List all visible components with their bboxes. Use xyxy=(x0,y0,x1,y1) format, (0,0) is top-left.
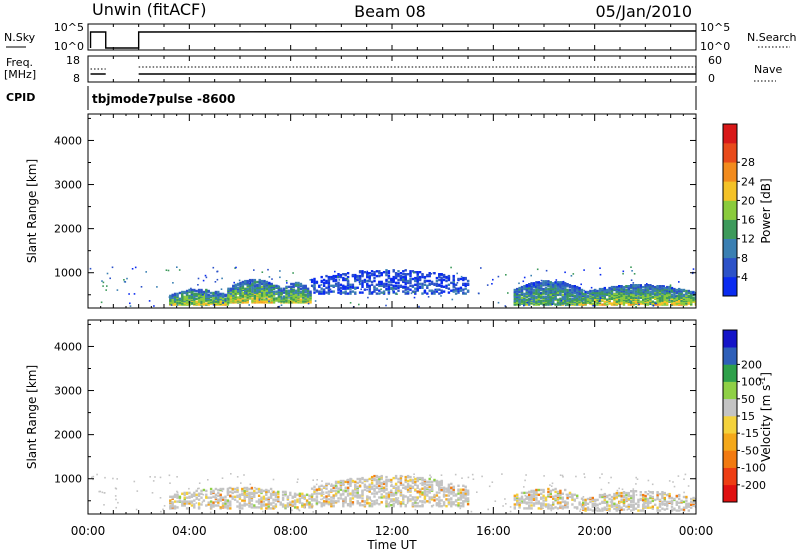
time-tick-label: 08:00 xyxy=(273,524,308,538)
time-axis-label: Time UT xyxy=(366,538,417,552)
cpid-panel: CPID tbjmode7pulse -8600 xyxy=(6,86,697,110)
ytick-label: 1000 xyxy=(54,267,82,280)
freq-panel: Freq. [MHz] 18 8 60 0 Nave xyxy=(4,54,782,85)
nave-trace xyxy=(90,66,696,70)
ytick-label: 4000 xyxy=(54,134,82,147)
nsearch-label: N.Search xyxy=(747,31,797,44)
velocity-colorbar: -200 -100 -50 -15 15 50 100 200 xyxy=(722,329,766,503)
power-colorbar: 4 8 12 16 20 24 28 xyxy=(722,123,755,297)
power-colorbar-tick: 16 xyxy=(741,214,755,227)
nsearch-tick-bottom: 10^0 xyxy=(700,40,730,53)
velocity-colorbar-tick: 50 xyxy=(741,393,755,406)
power-colorbar-swatch xyxy=(723,200,737,220)
velocity-colorbar-tick: -50 xyxy=(741,444,759,457)
velocity-colorbar-label-main: Velocity [m s xyxy=(759,385,773,462)
power-echo-region xyxy=(280,281,312,304)
velocity-colorbar-label: Velocity [m s-1] xyxy=(758,372,773,462)
velocity-colorbar-swatch xyxy=(723,450,737,468)
velocity-panel: 1000 2000 3000 4000 Slant Range [km] -200 -1… xyxy=(25,319,773,515)
power-colorbar-label: Power [dB] xyxy=(759,178,773,243)
power-axis-ticks: 1000 2000 3000 4000 xyxy=(54,24,697,308)
date-label: 05/Jan/2010 xyxy=(595,2,692,21)
plot-title: Unwin (fitACF) xyxy=(92,0,206,19)
nsky-tick-top: 10^5 xyxy=(54,21,84,34)
power-echo-region xyxy=(513,280,584,306)
ytick-label: 2000 xyxy=(54,223,82,236)
power-ylabel: Slant Range [km] xyxy=(25,159,39,263)
velocity-ylabel: Slant Range [km] xyxy=(25,365,39,469)
velocity-colorbar-tick: -200 xyxy=(741,479,766,492)
velocity-colorbar-label-exp: -1 xyxy=(758,377,767,385)
power-colorbar-tick: 28 xyxy=(741,156,755,169)
velocity-echo-region xyxy=(513,487,584,510)
velocity-colorbar-swatch xyxy=(723,347,737,365)
velocity-colorbar-tick: -15 xyxy=(741,427,759,440)
freq-tick-bottom: 8 xyxy=(73,72,80,85)
freq-unit: [MHz] xyxy=(4,68,36,81)
velocity-echo-region xyxy=(169,486,314,510)
power-echoes xyxy=(89,266,696,308)
power-echo-region xyxy=(310,269,470,295)
velocity-colorbar-swatch xyxy=(723,484,737,503)
power-colorbar-swatch xyxy=(723,276,737,297)
power-colorbar-swatch xyxy=(723,143,737,163)
time-tick-label: 12:00 xyxy=(375,524,410,538)
velocity-colorbar-tick: 200 xyxy=(741,358,762,371)
velocity-colorbar-swatch xyxy=(723,381,737,400)
velocity-colorbar-label-end: ] xyxy=(759,372,773,377)
ytick-label: 4000 xyxy=(54,340,82,353)
ytick-label: 2000 xyxy=(54,429,82,442)
velocity-colorbar-swatch xyxy=(723,433,737,451)
power-colorbar-swatch xyxy=(723,257,737,278)
power-colorbar-swatch xyxy=(723,238,737,259)
cpid-label: CPID xyxy=(6,91,35,104)
nsky-panel: N.Sky 10^5 10^0 10^5 10^0 N.Search xyxy=(4,21,797,53)
velocity-colorbar-swatch xyxy=(723,364,737,382)
power-echo-region xyxy=(582,284,696,306)
power-echo-region xyxy=(169,288,230,306)
freq-label: Freq. xyxy=(6,56,33,69)
nave-tick-bottom: 0 xyxy=(708,72,715,85)
nsky-label: N.Sky xyxy=(4,31,36,44)
power-colorbar-swatch xyxy=(723,219,737,239)
time-tick-label: 16:00 xyxy=(476,524,511,538)
power-colorbar-tick: 20 xyxy=(741,194,755,207)
velocity-echo-region xyxy=(582,490,696,512)
time-tick-label: 04:00 xyxy=(172,524,207,538)
time-axis-labels: 00:00 04:00 08:00 12:00 16:00 20:00 00:00 xyxy=(71,524,714,538)
velocity-colorbar-swatch xyxy=(723,398,737,417)
velocity-colorbar-tick: 15 xyxy=(741,410,755,423)
velocity-colorbar-swatch xyxy=(723,416,737,434)
velocity-axis-ticks: 1000 2000 3000 4000 xyxy=(54,320,697,514)
freq-tick-top: 18 xyxy=(66,54,80,67)
time-tick-label: 00:00 xyxy=(71,524,106,538)
power-echo-region xyxy=(227,278,283,304)
time-tick-label: 20:00 xyxy=(577,524,612,538)
velocity-colorbar-swatch xyxy=(723,467,737,486)
power-colorbar-tick: 12 xyxy=(741,233,755,246)
ytick-label: 3000 xyxy=(54,385,82,398)
nsearch-tick-top: 10^5 xyxy=(700,21,730,34)
velocity-colorbar-tick: 100 xyxy=(741,376,762,389)
power-colorbar-swatch xyxy=(723,181,737,201)
nave-tick-top: 60 xyxy=(708,54,722,67)
time-tick-label: 00:00 xyxy=(679,524,714,538)
nsky-trace xyxy=(89,30,697,49)
beam-label: Beam 08 xyxy=(354,2,426,21)
power-panel: 1000 2000 3000 4000 Slant Range [km] 4 8 12 16… xyxy=(25,24,773,309)
power-colorbar-tick: 8 xyxy=(741,252,748,265)
power-colorbar-swatch xyxy=(723,162,737,182)
power-colorbar-swatch xyxy=(723,124,737,144)
ytick-label: 3000 xyxy=(54,179,82,192)
nave-label: Nave xyxy=(754,63,782,76)
cpid-value: tbjmode7pulse -8600 xyxy=(92,92,235,106)
velocity-colorbar-tick: -100 xyxy=(741,462,766,475)
power-colorbar-tick: 4 xyxy=(741,271,748,284)
power-colorbar-tick: 24 xyxy=(741,175,755,188)
ytick-label: 1000 xyxy=(54,473,82,486)
velocity-echoes xyxy=(91,473,696,514)
velocity-colorbar-swatch xyxy=(723,330,737,348)
nsky-tick-bottom: 10^0 xyxy=(54,40,84,53)
